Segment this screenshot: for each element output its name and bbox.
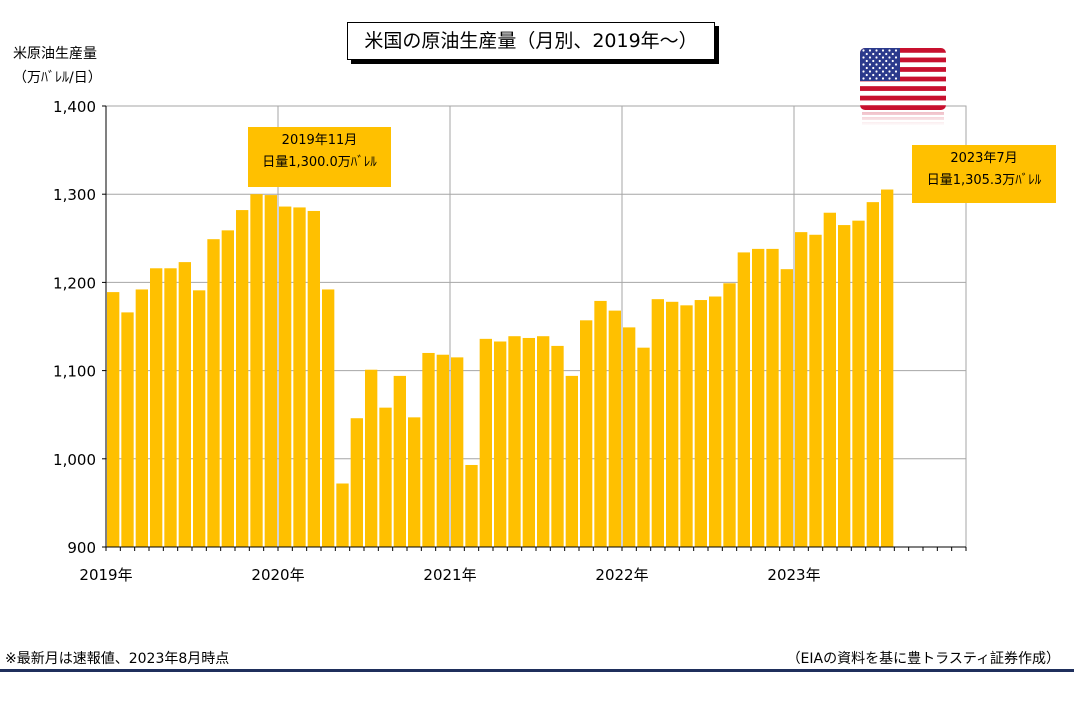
bar-2021-10 <box>580 320 593 547</box>
bar-2019-08 <box>207 239 220 547</box>
bar-2023-06 <box>866 202 879 547</box>
bar-2019-02 <box>121 312 134 547</box>
chart-title: 米国の原油生産量（月別、2019年～） <box>347 22 715 60</box>
bar-2020-02 <box>293 207 306 547</box>
y-tick-label: 1,100 <box>53 363 96 381</box>
bar-2022-07 <box>709 296 722 547</box>
y-tick-label: 1,400 <box>53 98 96 116</box>
bar-2022-04 <box>666 301 679 547</box>
bar-2022-10 <box>752 248 765 547</box>
y-tick-label: 1,000 <box>53 451 96 469</box>
bar-2022-11 <box>766 248 779 547</box>
y-tick-label: 1,300 <box>53 186 96 204</box>
footer-note: ※最新月は速報値、2023年8月時点 <box>5 651 230 667</box>
gridlines <box>105 105 967 548</box>
x-tick-label: 2022年 <box>595 566 648 584</box>
bar-2019-05 <box>164 268 177 547</box>
bar-2021-02 <box>465 464 478 547</box>
y-axis-label: 米原油生産量 （万ﾊﾞﾚﾙ/日） <box>13 42 102 90</box>
bar-2020-05 <box>336 483 349 547</box>
annotation-peak-2019: 2019年11月 日量1,300.0万ﾊﾞﾚﾙ <box>248 127 391 187</box>
bar-2021-03 <box>479 338 492 547</box>
plot-frame <box>105 105 967 548</box>
annotation-latest-2023: 2023年7月 日量1,305.3万ﾊﾞﾚﾙ <box>912 145 1056 203</box>
bar-2019-10 <box>236 210 249 548</box>
bar-2019-03 <box>135 289 148 547</box>
bar-2023-04 <box>838 225 851 547</box>
bar-2021-04 <box>494 341 507 547</box>
bar-2020-09 <box>393 375 406 547</box>
bar-2023-07 <box>881 189 894 548</box>
axes <box>102 105 967 551</box>
bar-2023-01 <box>795 232 808 547</box>
bar-2022-09 <box>737 252 750 548</box>
bar-2021-05 <box>508 336 521 547</box>
bar-2022-12 <box>780 269 793 547</box>
x-tick-label: 2021年 <box>423 566 476 584</box>
bar-2020-08 <box>379 407 392 547</box>
y-axis-label-line2: （万ﾊﾞﾚﾙ/日） <box>13 70 102 86</box>
bar-2019-06 <box>178 262 191 547</box>
bar-2020-01 <box>279 206 292 547</box>
us-flag-icon <box>860 48 946 126</box>
bar-2021-11 <box>594 300 607 547</box>
x-tick-label: 2020年 <box>251 566 304 584</box>
bar-2022-01 <box>623 327 636 547</box>
bar-2019-04 <box>150 268 163 547</box>
x-tick-label: 2019年 <box>79 566 132 584</box>
annotation-value: 日量1,305.3万ﾊﾞﾚﾙ <box>926 173 1042 188</box>
footer-source: （EIAの資料を基に豊トラスティ証券作成） <box>786 651 1060 667</box>
bar-2021-09 <box>565 375 578 547</box>
bar-2019-11 <box>250 194 263 547</box>
bar-2021-06 <box>522 337 535 547</box>
y-tick-label: 900 <box>67 539 96 557</box>
bar-2022-06 <box>694 300 707 547</box>
y-axis-label-line1: 米原油生産量 <box>13 46 97 62</box>
bar-2022-02 <box>637 347 650 547</box>
bar-2021-07 <box>537 336 550 547</box>
bar-2019-01 <box>107 292 120 547</box>
bar-2020-07 <box>365 369 378 547</box>
bar-2020-12 <box>436 354 449 547</box>
tick-labels: 900 1,000 1,100 1,200 1,300 1,400 2019年 2020年 20… <box>53 98 821 584</box>
bar-2020-06 <box>350 418 363 547</box>
bar-2021-08 <box>551 345 564 547</box>
bar-2020-11 <box>422 352 435 547</box>
x-tick-label: 2023年 <box>767 566 820 584</box>
bar-2023-05 <box>852 220 865 547</box>
bar-2020-04 <box>322 289 335 547</box>
annotation-value: 日量1,300.0万ﾊﾞﾚﾙ <box>262 155 377 170</box>
annotation-date: 2019年11月 <box>281 133 358 148</box>
annotation-date: 2023年7月 <box>950 151 1018 166</box>
bar-2019-12 <box>264 195 277 547</box>
y-tick-label: 1,200 <box>53 274 96 292</box>
bar-2020-10 <box>408 417 421 547</box>
bar-2022-03 <box>651 299 664 547</box>
bar-2021-12 <box>608 310 621 547</box>
bar-2019-09 <box>221 230 234 547</box>
footer-divider <box>0 669 1074 672</box>
bar-2022-08 <box>723 283 736 547</box>
bars <box>107 189 894 548</box>
bar-2023-02 <box>809 234 822 547</box>
bar-2022-05 <box>680 305 693 547</box>
bar-2019-07 <box>193 290 206 547</box>
bar-2020-03 <box>307 210 320 547</box>
bar-2023-03 <box>823 212 836 548</box>
bar-2021-01 <box>451 357 464 547</box>
